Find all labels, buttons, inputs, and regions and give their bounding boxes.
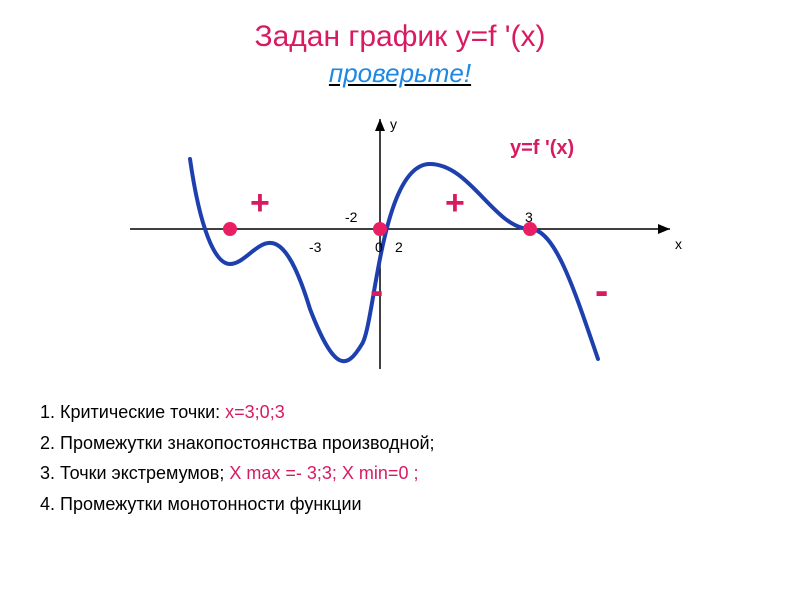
- list-item: Промежутки знакопостоянства производной;: [60, 428, 770, 459]
- list-item-label: Критические точки:: [60, 402, 225, 422]
- list-item-label: Промежутки монотонности функции: [60, 494, 362, 514]
- page-subtitle: проверьте!: [30, 58, 770, 89]
- tick-label: -3: [309, 239, 322, 255]
- y-axis-label: y: [390, 116, 397, 132]
- y-axis-arrow: [375, 119, 385, 131]
- zero-marker: [223, 222, 237, 236]
- tick-label: 2: [395, 239, 403, 255]
- info-list: Критические точки: x=3;0;3 Промежутки зна…: [30, 397, 770, 519]
- list-item: Промежутки монотонности функции: [60, 489, 770, 520]
- sign-annotation: -: [370, 269, 383, 313]
- x-axis-arrow: [658, 224, 670, 234]
- list-item: Точки экстремумов; X max =- 3;3; X min=0…: [60, 458, 770, 489]
- list-item: Критические точки: x=3;0;3: [60, 397, 770, 428]
- tick-label: 3: [525, 209, 533, 225]
- page-title: Задан график y=f '(x): [30, 20, 770, 54]
- chart-area: x y y=f '(x) 02 3 -3 -2 + + - -: [100, 99, 700, 379]
- curve-label: y=f '(x): [510, 137, 574, 159]
- title-text: Задан график y=f '(x): [254, 20, 545, 53]
- sign-annotation: +: [250, 184, 270, 222]
- list-item-label: Промежутки знакопостоянства производной;: [60, 433, 435, 453]
- list-item-label: Точки экстремумов;: [60, 463, 229, 483]
- zero-marker: [373, 222, 387, 236]
- x-axis-label: x: [675, 236, 682, 252]
- sign-annotation: +: [445, 184, 465, 222]
- subtitle-text: проверьте!: [329, 58, 471, 88]
- list-item-value: X max =- 3;3; X min=0 ;: [229, 463, 418, 483]
- list-item-value: x=3;0;3: [225, 402, 285, 422]
- chart-svg: x y y=f '(x) 02 3 -3 -2 + + - -: [100, 99, 700, 379]
- tick-label: -2: [345, 209, 358, 225]
- sign-annotation: -: [595, 269, 608, 313]
- tick-label: 0: [375, 239, 383, 255]
